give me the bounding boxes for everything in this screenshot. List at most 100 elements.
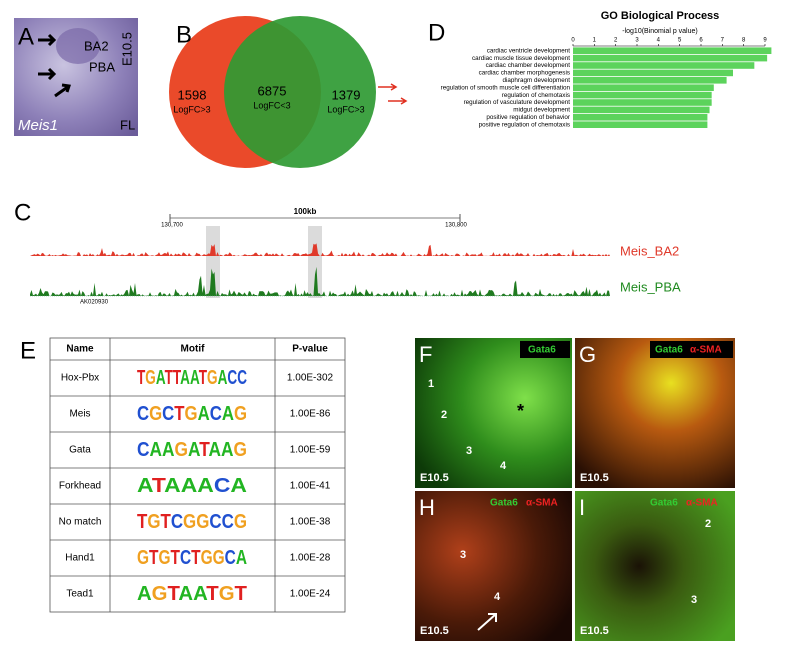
micrograph — [415, 338, 572, 488]
pvalue-cell: 1.00E-41 — [290, 481, 331, 492]
table-border — [49, 337, 346, 613]
name-cell: Gata — [69, 445, 91, 456]
pvalue-cell: 1.00E-86 — [290, 409, 331, 420]
panel-letter: H — [419, 495, 435, 520]
y-tick-label: regulation of smooth muscle cell differe… — [441, 84, 571, 91]
stage: E10.5 — [580, 625, 609, 637]
bar — [573, 62, 755, 69]
arrow — [477, 613, 497, 631]
bar — [573, 99, 712, 106]
header-cell: Name — [66, 344, 94, 355]
name-cell: Hand1 — [65, 553, 95, 564]
coord: 130,700 — [161, 223, 183, 229]
bar — [573, 54, 768, 62]
stain: Gata6 — [650, 498, 678, 509]
motif-logo: GTGTCTGGCA — [137, 547, 247, 569]
header-cell: Motif — [181, 344, 206, 355]
y-tick-label: positive regulation of chemotaxis — [479, 121, 570, 128]
stain: α-SMA — [526, 498, 558, 509]
y-tick-label: regulation of chemotaxis — [502, 92, 570, 99]
label: PBA — [89, 59, 115, 74]
y-tick-label: cardiac muscle tissue development — [472, 55, 570, 62]
bar — [573, 106, 710, 114]
name-cell: Forkhead — [59, 481, 101, 492]
label: LogFC>3 — [327, 104, 364, 114]
label: LogFC>3 — [173, 104, 210, 114]
pvalue-cell: 1.00E-302 — [287, 373, 334, 384]
x-tick-label: 7 — [721, 38, 725, 44]
x-tick-label: 3 — [635, 38, 639, 44]
x-tick-label: 5 — [678, 38, 682, 44]
motif-logo: AGTAATGT — [137, 583, 247, 605]
micrograph — [415, 491, 572, 641]
stain: Gata6 — [490, 498, 518, 509]
stain: Gata6 — [655, 345, 683, 356]
scale-label: 100kb — [294, 207, 317, 216]
motif-logo: TGATTAATGACC — [137, 367, 247, 389]
y-tick-label: cardiac chamber morphogenesis — [479, 70, 570, 77]
mark: 4 — [494, 591, 501, 603]
bar — [573, 69, 733, 77]
mark: 3 — [691, 594, 697, 606]
name-cell: No match — [59, 517, 102, 528]
x-tick-label: 6 — [699, 38, 703, 44]
bar — [573, 77, 727, 84]
motif-logo: CAAGATAAG — [137, 439, 247, 461]
axis-label: -log10(Binomial p value) — [622, 28, 697, 35]
highlight — [206, 226, 220, 298]
panel-letter: B — [176, 21, 192, 48]
x-tick-label: 2 — [614, 38, 618, 44]
venn-right — [224, 16, 376, 168]
arrow — [38, 33, 71, 98]
x-tick-label: 9 — [763, 38, 767, 44]
motif-logo: TGTCGGCCG — [137, 511, 247, 533]
name-cell: Tead1 — [66, 589, 94, 600]
count: 6875 — [258, 83, 287, 98]
name-cell: Hox-Pbx — [61, 373, 99, 384]
stain-box — [520, 341, 570, 358]
y-tick-label: regulation of vasculature development — [464, 99, 571, 106]
panel-letter: G — [579, 342, 596, 367]
track-label: Meis_BA2 — [620, 243, 679, 258]
panel-letter: I — [579, 495, 585, 520]
mark: 3 — [460, 549, 466, 561]
mark: 1 — [428, 378, 434, 390]
panel-letter: F — [419, 342, 432, 367]
highlight — [308, 226, 322, 298]
coord: 130,800 — [445, 223, 467, 229]
mark: 2 — [705, 518, 711, 530]
x-tick-label: 0 — [571, 38, 575, 44]
stage: E10.5 — [580, 472, 609, 484]
label: BA2 — [84, 38, 109, 53]
bar — [573, 84, 714, 91]
track-label: Meis_PBA — [620, 279, 681, 294]
pvalue-cell: 1.00E-38 — [290, 517, 331, 528]
y-tick-label: positive regulation of behavior — [486, 114, 570, 121]
panel-letter: E — [20, 337, 36, 364]
stain: α-SMA — [690, 345, 722, 356]
label: FL — [120, 117, 135, 132]
y-tick-label: cardiac ventricle development — [487, 47, 571, 54]
panel-letter: A — [18, 23, 34, 50]
motif-logo: ATA A A C A — [137, 475, 247, 497]
mark: 4 — [500, 460, 507, 472]
stain-box — [650, 341, 733, 358]
pvalue-cell: 1.00E-24 — [290, 589, 331, 600]
arrow — [378, 83, 408, 105]
count: 1379 — [332, 87, 361, 102]
x-tick-label: 1 — [593, 38, 597, 44]
gene-label: AK020930 — [80, 300, 109, 306]
header-cell: P-value — [292, 344, 328, 355]
y-tick-label: diaphragm development — [502, 77, 570, 84]
mark: * — [517, 401, 524, 421]
micrograph — [575, 338, 735, 488]
label: LogFC<3 — [253, 100, 290, 110]
y-tick-label: midgut development — [513, 107, 570, 114]
mark: 2 — [441, 409, 447, 421]
gene-label: Meis1 — [18, 117, 58, 134]
bar — [573, 91, 712, 99]
panel-letter: C — [14, 199, 31, 226]
bar — [573, 47, 772, 54]
